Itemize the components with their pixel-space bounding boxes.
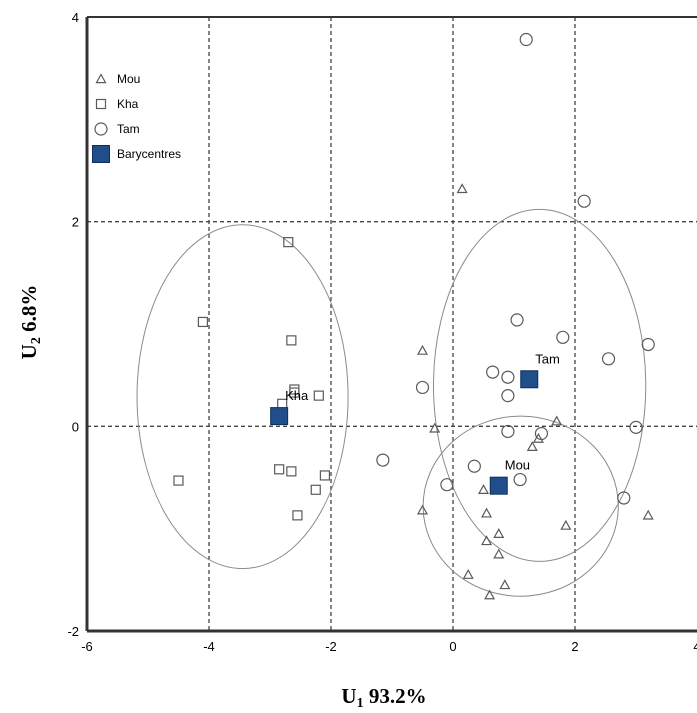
point-kha bbox=[286, 335, 297, 346]
point-mou bbox=[532, 432, 544, 443]
legend-marker-mou bbox=[95, 73, 107, 84]
ellipse-kha bbox=[136, 224, 349, 570]
x-tick-label: -2 bbox=[325, 639, 337, 654]
point-tam bbox=[629, 420, 643, 434]
point-tam bbox=[617, 491, 631, 505]
point-mou bbox=[493, 528, 505, 538]
point-mou bbox=[551, 415, 563, 426]
point-kha bbox=[286, 466, 297, 477]
point-mou bbox=[560, 519, 572, 530]
barycentre-label-mou: Mou bbox=[505, 458, 530, 473]
point-tam bbox=[556, 330, 570, 344]
point-mou bbox=[416, 344, 429, 355]
x-tick-label: -4 bbox=[203, 639, 215, 654]
point-mou bbox=[416, 504, 429, 515]
barycentre-kha bbox=[270, 407, 289, 426]
point-tam bbox=[513, 472, 527, 487]
y-axis-title: U2 6.8% bbox=[17, 285, 44, 360]
point-mou bbox=[484, 589, 496, 600]
x-tick-label: 4 bbox=[693, 639, 697, 654]
grid-lines bbox=[87, 17, 697, 631]
legend-marker-barycentres bbox=[92, 145, 110, 163]
point-tam bbox=[534, 426, 549, 441]
legend: Mou Kha Tam Barycentres bbox=[92, 72, 181, 163]
point-mou bbox=[429, 422, 441, 433]
barycentres: Kha Tam Mou bbox=[270, 351, 560, 495]
data-points bbox=[173, 32, 655, 600]
point-kha bbox=[197, 316, 208, 328]
y-tick-label: 4 bbox=[72, 10, 79, 25]
point-tam bbox=[601, 352, 616, 366]
point-mou bbox=[462, 568, 474, 579]
point-kha bbox=[310, 484, 321, 495]
point-mou bbox=[456, 183, 468, 194]
point-kha bbox=[173, 475, 184, 486]
point-mou bbox=[493, 548, 505, 559]
y-axis-title-rest: 6.8% bbox=[17, 285, 41, 338]
y-tick-label: -2 bbox=[67, 624, 79, 639]
plot-frame bbox=[85, 16, 697, 633]
point-tam bbox=[501, 389, 515, 403]
point-mou bbox=[481, 507, 493, 518]
point-tam bbox=[415, 380, 430, 395]
point-kha bbox=[274, 464, 285, 475]
tick-labels: -6 -4 -2 0 2 4 -2 0 2 4 bbox=[67, 10, 697, 654]
y-axis-title-main: U bbox=[17, 344, 41, 359]
legend-label-barycentres: Barycentres bbox=[117, 147, 181, 161]
legend-marker-kha bbox=[95, 98, 107, 110]
point-tam bbox=[510, 313, 524, 327]
y-axis-title-sub: 2 bbox=[29, 337, 44, 344]
point-tam bbox=[641, 337, 655, 352]
point-tam bbox=[440, 478, 454, 492]
x-axis-title-main: U bbox=[341, 684, 356, 708]
legend-marker-tam bbox=[94, 122, 108, 136]
barycentre-tam bbox=[520, 370, 539, 389]
x-tick-label: -6 bbox=[81, 639, 93, 654]
point-mou bbox=[477, 484, 490, 494]
legend-label-mou: Mou bbox=[117, 72, 140, 86]
point-tam bbox=[501, 424, 515, 439]
x-axis-title: U1 93.2% bbox=[341, 684, 426, 711]
legend-label-kha: Kha bbox=[117, 97, 139, 111]
point-tam bbox=[501, 370, 515, 384]
x-tick-label: 0 bbox=[449, 639, 456, 654]
point-mou bbox=[642, 509, 654, 520]
y-tick-label: 0 bbox=[72, 419, 79, 434]
point-kha bbox=[289, 387, 300, 398]
point-kha bbox=[292, 510, 303, 521]
point-kha bbox=[313, 390, 324, 401]
point-mou bbox=[481, 535, 493, 546]
point-tam bbox=[376, 453, 390, 467]
legend-label-tam: Tam bbox=[117, 122, 140, 136]
x-axis-title-sub: 1 bbox=[357, 696, 364, 711]
point-tam bbox=[577, 194, 591, 208]
barycentre-label-kha: Kha bbox=[285, 388, 309, 403]
point-tam bbox=[467, 459, 481, 473]
x-tick-label: 2 bbox=[571, 639, 578, 654]
point-tam bbox=[519, 32, 533, 47]
point-kha bbox=[319, 470, 330, 481]
barycentre-label-tam: Tam bbox=[535, 351, 560, 366]
point-mou bbox=[499, 579, 511, 590]
point-kha bbox=[283, 237, 294, 248]
x-axis-title-rest: 93.2% bbox=[364, 684, 427, 708]
barycentre-mou bbox=[489, 476, 508, 495]
point-tam bbox=[486, 365, 500, 379]
point-mou bbox=[526, 441, 538, 451]
ellipse-tam bbox=[432, 208, 647, 562]
y-tick-label: 2 bbox=[72, 215, 79, 230]
